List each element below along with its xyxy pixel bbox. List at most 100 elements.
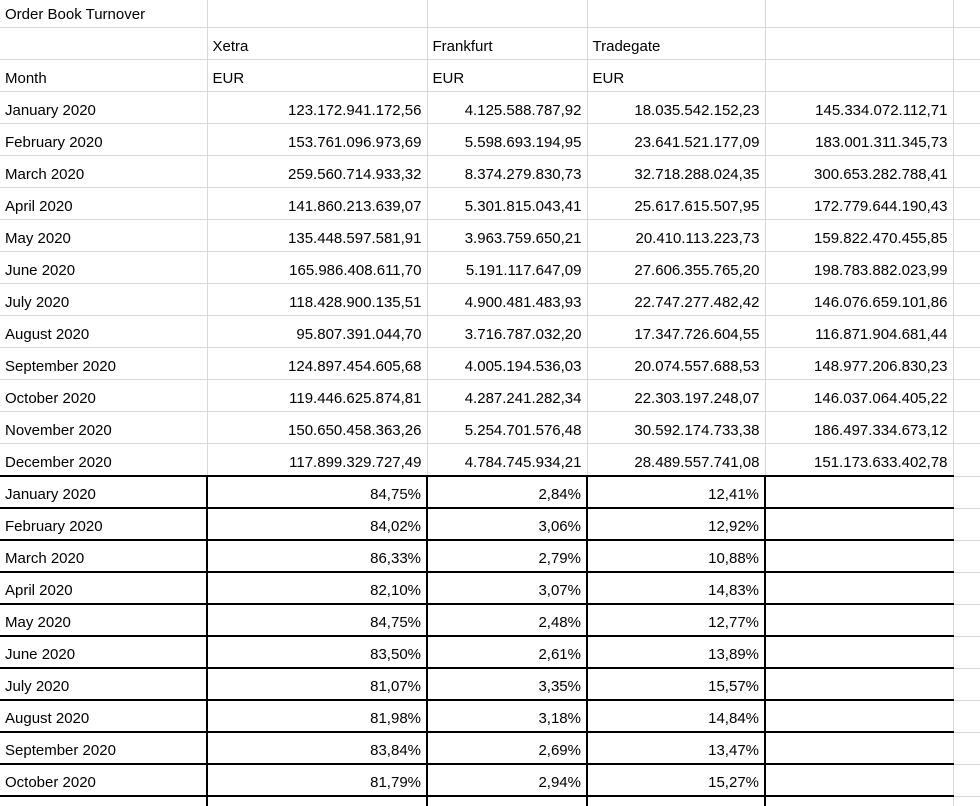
tradegate-eur-cell[interactable]: 28.489.557.741,08	[587, 443, 766, 477]
empty-cell[interactable]	[953, 764, 980, 797]
tradegate-eur-cell[interactable]: 25.617.615.507,95	[587, 187, 766, 220]
tradegate-share-cell[interactable]: 14,83%	[586, 571, 766, 605]
tradegate-share-cell[interactable]: 10,88%	[586, 539, 766, 573]
empty-cell[interactable]	[953, 155, 980, 188]
xetra-share-cell[interactable]: 84,75%	[206, 475, 428, 509]
frankfurt-share-cell[interactable]: 2,69%	[426, 731, 588, 765]
empty-bordered-cell[interactable]	[764, 507, 954, 541]
tradegate-share-cell[interactable]: 12,92%	[586, 507, 766, 541]
xetra-eur-cell[interactable]: 165.986.408.611,70	[207, 251, 428, 284]
empty-bordered-cell[interactable]	[764, 539, 954, 573]
empty-cell[interactable]	[953, 604, 980, 637]
empty-bordered-cell[interactable]	[764, 475, 954, 509]
month-cell[interactable]: June 2020	[0, 251, 208, 284]
frankfurt-eur-cell[interactable]: 4.784.745.934,21	[427, 443, 588, 477]
empty-cell[interactable]	[953, 732, 980, 765]
empty-cell[interactable]	[953, 123, 980, 156]
tradegate-eur-cell[interactable]: 20.074.557.688,53	[587, 347, 766, 380]
tradegate-eur-cell[interactable]: 20.410.113.223,73	[587, 219, 766, 252]
xetra-eur-cell[interactable]: 141.860.213.639,07	[207, 187, 428, 220]
xetra-eur-cell[interactable]: 150.650.458.363,26	[207, 411, 428, 444]
empty-cell[interactable]	[953, 540, 980, 573]
empty-cell[interactable]	[953, 283, 980, 316]
month-cell[interactable]: October 2020	[0, 763, 208, 797]
empty-cell[interactable]	[953, 508, 980, 541]
month-cell[interactable]: September 2020	[0, 731, 208, 765]
empty-cell[interactable]	[953, 251, 980, 284]
xetra-share-cell[interactable]: 84,75%	[206, 603, 428, 637]
tradegate-eur-cell[interactable]: 17.347.726.604,55	[587, 315, 766, 348]
xetra-share-cell[interactable]: 86,33%	[206, 539, 428, 573]
month-cell[interactable]: February 2020	[0, 507, 208, 541]
empty-bordered-cell[interactable]	[764, 731, 954, 765]
month-cell[interactable]: June 2020	[0, 635, 208, 669]
tradegate-share-cell[interactable]: 16,40%	[586, 795, 766, 806]
empty-cell[interactable]	[953, 219, 980, 252]
xetra-eur-cell[interactable]: 124.897.454.605,68	[207, 347, 428, 380]
xetra-eur-cell[interactable]: 259.560.714.933,32	[207, 155, 428, 188]
month-cell[interactable]: October 2020	[0, 379, 208, 412]
total-eur-cell[interactable]: 198.783.882.023,99	[765, 251, 954, 284]
xetra-eur-cell[interactable]: 135.448.597.581,91	[207, 219, 428, 252]
month-cell[interactable]: August 2020	[0, 699, 208, 733]
month-cell[interactable]: November 2020	[0, 795, 208, 806]
frankfurt-eur-cell[interactable]: 5.598.693.194,95	[427, 123, 588, 156]
frankfurt-share-cell[interactable]: 2,84%	[426, 475, 588, 509]
month-cell[interactable]: December 2020	[0, 443, 208, 477]
xetra-share-cell[interactable]: 83,50%	[206, 635, 428, 669]
month-cell[interactable]: May 2020	[0, 219, 208, 252]
frankfurt-share-cell[interactable]: 3,35%	[426, 667, 588, 701]
month-cell[interactable]: July 2020	[0, 283, 208, 316]
empty-bordered-cell[interactable]	[764, 603, 954, 637]
empty-cell[interactable]	[427, 0, 588, 28]
empty-cell[interactable]	[765, 59, 954, 92]
venue-header-xetra[interactable]: Xetra	[207, 27, 428, 60]
total-eur-cell[interactable]: 146.076.659.101,86	[765, 283, 954, 316]
frankfurt-eur-cell[interactable]: 4.005.194.536,03	[427, 347, 588, 380]
tradegate-share-cell[interactable]: 13,89%	[586, 635, 766, 669]
month-cell[interactable]: January 2020	[0, 91, 208, 124]
empty-cell[interactable]	[765, 0, 954, 28]
frankfurt-share-cell[interactable]: 2,82%	[426, 795, 588, 806]
xetra-eur-cell[interactable]: 119.446.625.874,81	[207, 379, 428, 412]
month-cell[interactable]: January 2020	[0, 475, 208, 509]
total-eur-cell[interactable]: 148.977.206.830,23	[765, 347, 954, 380]
month-cell[interactable]: February 2020	[0, 123, 208, 156]
empty-cell[interactable]	[953, 572, 980, 605]
unit-header-frankfurt[interactable]: EUR	[427, 59, 588, 92]
frankfurt-eur-cell[interactable]: 3.716.787.032,20	[427, 315, 588, 348]
empty-cell[interactable]	[953, 91, 980, 124]
month-cell[interactable]: July 2020	[0, 667, 208, 701]
month-cell[interactable]: April 2020	[0, 187, 208, 220]
total-eur-cell[interactable]: 186.497.334.673,12	[765, 411, 954, 444]
xetra-share-cell[interactable]: 84,02%	[206, 507, 428, 541]
xetra-share-cell[interactable]: 81,98%	[206, 699, 428, 733]
frankfurt-eur-cell[interactable]: 4.287.241.282,34	[427, 379, 588, 412]
frankfurt-eur-cell[interactable]: 3.963.759.650,21	[427, 219, 588, 252]
empty-cell[interactable]	[953, 668, 980, 701]
unit-header-tradegate[interactable]: EUR	[587, 59, 766, 92]
month-cell[interactable]: November 2020	[0, 411, 208, 444]
tradegate-eur-cell[interactable]: 27.606.355.765,20	[587, 251, 766, 284]
month-cell[interactable]: March 2020	[0, 155, 208, 188]
month-cell[interactable]: March 2020	[0, 539, 208, 573]
tradegate-eur-cell[interactable]: 30.592.174.733,38	[587, 411, 766, 444]
frankfurt-eur-cell[interactable]: 4.125.588.787,92	[427, 91, 588, 124]
frankfurt-share-cell[interactable]: 2,48%	[426, 603, 588, 637]
empty-cell[interactable]	[953, 27, 980, 60]
empty-cell[interactable]	[953, 796, 980, 806]
total-eur-cell[interactable]: 172.779.644.190,43	[765, 187, 954, 220]
xetra-eur-cell[interactable]: 117.899.329.727,49	[207, 443, 428, 477]
empty-bordered-cell[interactable]	[764, 699, 954, 733]
xetra-eur-cell[interactable]: 118.428.900.135,51	[207, 283, 428, 316]
sheet-title-cell[interactable]: Order Book Turnover	[0, 0, 208, 28]
month-cell[interactable]: September 2020	[0, 347, 208, 380]
tradegate-share-cell[interactable]: 12,77%	[586, 603, 766, 637]
tradegate-eur-cell[interactable]: 22.303.197.248,07	[587, 379, 766, 412]
empty-cell[interactable]	[953, 0, 980, 28]
total-eur-cell[interactable]: 183.001.311.345,73	[765, 123, 954, 156]
empty-bordered-cell[interactable]	[764, 667, 954, 701]
tradegate-eur-cell[interactable]: 18.035.542.152,23	[587, 91, 766, 124]
empty-cell[interactable]	[587, 0, 766, 28]
total-eur-cell[interactable]: 159.822.470.455,85	[765, 219, 954, 252]
